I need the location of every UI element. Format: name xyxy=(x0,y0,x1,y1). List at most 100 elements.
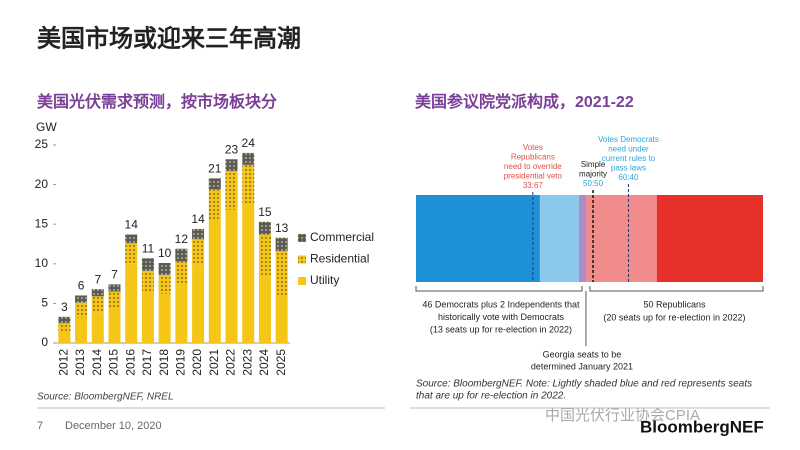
legend-label: Utility xyxy=(310,273,339,287)
watermark: 中国光伏行业协会CPIA xyxy=(545,407,700,424)
x-tick-label: 2023 xyxy=(240,349,254,376)
total-label: 10 xyxy=(158,246,172,260)
threshold-note: majority xyxy=(579,170,607,179)
total-label: 6 xyxy=(78,279,85,293)
bar-segment xyxy=(225,209,238,343)
bar-segment xyxy=(158,274,171,294)
y-axis-label: GW xyxy=(36,120,57,134)
bar-segment xyxy=(58,331,71,343)
bar-segment xyxy=(225,159,238,172)
total-label: 7 xyxy=(94,272,101,286)
legend-swatch xyxy=(298,255,306,264)
total-label: 11 xyxy=(142,241,155,255)
diagram-title: 美国参议院党派构成，2021-22 xyxy=(415,92,634,111)
total-label: 13 xyxy=(275,221,289,235)
bar-segment xyxy=(208,221,221,343)
threshold-ratio: 33:67 xyxy=(523,181,544,190)
total-label: 24 xyxy=(242,136,256,150)
georgia-note: determined January 2021 xyxy=(531,361,633,371)
rep-note: 50 Republicans xyxy=(643,299,706,309)
bar-segment xyxy=(258,221,271,235)
threshold-note: Republicans xyxy=(511,153,555,162)
bar-segment xyxy=(141,270,154,292)
source: Source: BloombergNEF, NREL xyxy=(37,392,174,403)
threshold-note: need under xyxy=(608,145,649,154)
bar-segment xyxy=(125,234,138,244)
date: December 10, 2020 xyxy=(65,420,162,432)
x-tick-label: 2012 xyxy=(57,349,71,376)
bar-segment xyxy=(258,277,271,343)
x-tick-label: 2020 xyxy=(190,349,204,376)
x-tick-label: 2018 xyxy=(157,349,171,376)
bar-segment xyxy=(158,293,171,343)
total-label: 3 xyxy=(61,300,68,314)
y-tick-label: 10 xyxy=(35,256,49,270)
bar-segment xyxy=(175,283,188,343)
bar-segment xyxy=(58,323,71,332)
legend-label: Commercial xyxy=(310,230,374,244)
bar-segment xyxy=(108,284,121,292)
threshold-note: pass laws xyxy=(611,164,646,173)
bar-segment xyxy=(158,263,171,275)
bar-segment xyxy=(275,251,288,298)
dem-note: historically vote with Democrats xyxy=(438,312,565,322)
bar-segment xyxy=(208,189,221,222)
x-tick-label: 2022 xyxy=(224,349,238,376)
legend-swatch xyxy=(298,234,306,242)
bar-segment xyxy=(275,237,288,252)
bar-segment xyxy=(91,312,104,343)
bracket xyxy=(589,286,764,292)
total-label: 12 xyxy=(175,232,189,246)
total-label: 7 xyxy=(111,268,118,282)
bar-segment xyxy=(208,178,221,190)
seat-segment xyxy=(585,195,657,282)
x-tick-label: 2017 xyxy=(140,349,154,376)
seat-segment xyxy=(656,195,763,282)
threshold-note: Simple xyxy=(581,160,606,169)
bar-segment xyxy=(192,228,205,240)
threshold-note: Votes xyxy=(523,143,543,152)
total-label: 14 xyxy=(191,212,205,226)
y-tick-label: 5 xyxy=(41,296,48,310)
total-label: 21 xyxy=(208,161,222,175)
bar-segment xyxy=(108,308,121,343)
y-tick-label: 25 xyxy=(35,137,49,151)
y-tick-label: 0 xyxy=(41,335,48,349)
x-tick-label: 2019 xyxy=(174,349,188,376)
bar-segment xyxy=(275,297,288,343)
x-tick-label: 2014 xyxy=(90,349,104,376)
bar-segment xyxy=(175,261,188,284)
bar-segment xyxy=(141,291,154,343)
chart-title: 美国光伏需求预测，按市场板块分 xyxy=(37,92,277,111)
bar-segment xyxy=(258,234,271,278)
bar-segment xyxy=(125,243,138,264)
legend-label: Residential xyxy=(310,252,369,266)
bar-segment xyxy=(91,289,104,297)
seat-segment xyxy=(416,195,540,282)
bar-segment xyxy=(75,295,88,303)
bar-segment xyxy=(58,316,71,324)
x-tick-label: 2016 xyxy=(123,349,137,376)
legend-swatch xyxy=(298,277,306,285)
total-label: 15 xyxy=(258,205,272,219)
total-label: 14 xyxy=(125,218,139,232)
brand: BloombergNEF xyxy=(640,417,764,436)
bar-segment xyxy=(175,248,188,262)
threshold-note: presidential veto xyxy=(504,172,563,181)
x-tick-label: 2015 xyxy=(107,349,121,376)
x-tick-label: 2025 xyxy=(274,349,288,376)
rep-note: (20 seats up for re-election in 2022) xyxy=(603,312,745,322)
dem-note: 46 Democrats plus 2 Independents that xyxy=(422,299,580,309)
x-tick-label: 2024 xyxy=(257,349,271,376)
bracket xyxy=(415,286,583,292)
bar-segment xyxy=(192,264,205,343)
bar-segment xyxy=(242,164,255,206)
source-line: Source: BloombergNEF. Note: Lightly shad… xyxy=(416,379,752,390)
threshold-ratio: 50:50 xyxy=(583,179,604,188)
x-tick-label: 2013 xyxy=(73,349,87,376)
bar-segment xyxy=(141,258,154,271)
bar-segment xyxy=(108,291,121,309)
bar-segment xyxy=(225,171,238,210)
dem-note: (13 seats up for re-election in 2022) xyxy=(430,324,572,334)
bar-segment xyxy=(75,302,88,318)
